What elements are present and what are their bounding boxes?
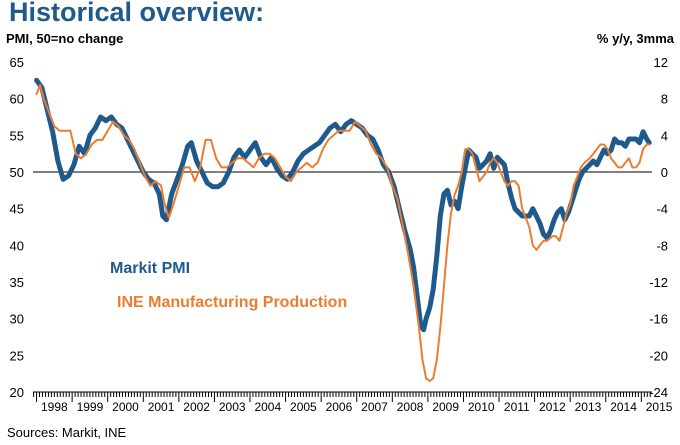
x-axis-label-2011: 2011	[504, 400, 530, 414]
right-axis-tick--20: -20	[649, 348, 668, 363]
right-axis-label: % y/y, 3mma	[596, 31, 674, 46]
x-axis-label-2004: 2004	[254, 400, 281, 414]
x-axis-label-2005: 2005	[290, 400, 317, 414]
x-axis-label-1999: 1999	[77, 400, 104, 414]
x-axis-label-2014: 2014	[610, 400, 637, 414]
right-axis-tick-12: 12	[654, 55, 668, 70]
series-line-markit-pmi	[34, 77, 652, 333]
left-axis-tick-35: 35	[10, 275, 24, 290]
right-axis-tick--4: -4	[656, 202, 668, 217]
right-axis-tick--16: -16	[649, 312, 668, 327]
left-axis-tick-20: 20	[10, 385, 24, 400]
left-axis-tick-65: 65	[10, 55, 24, 70]
x-axis-label-2015: 2015	[646, 400, 673, 414]
right-axis-tick-0: 0	[661, 165, 668, 180]
left-axis-tick-50: 50	[10, 165, 24, 180]
left-axis-tick-25: 25	[10, 348, 24, 363]
left-axis-label: PMI, 50=no change	[6, 31, 124, 46]
x-axis-label-2008: 2008	[397, 400, 424, 414]
left-axis-tick-55: 55	[10, 128, 24, 143]
legend-ine-production: INE Manufacturing Production	[117, 294, 347, 311]
left-axis-tick-40: 40	[10, 238, 24, 253]
x-axis-label-2001: 2001	[148, 400, 175, 414]
right-axis-tick-8: 8	[661, 92, 668, 107]
legend-markit-pmi: Markit PMI	[110, 260, 190, 277]
x-axis-label-2009: 2009	[432, 400, 459, 414]
x-axis-label-2007: 2007	[361, 400, 388, 414]
x-axis-label-2010: 2010	[468, 400, 495, 414]
x-axis-label-2006: 2006	[326, 400, 353, 414]
x-axis-label-2000: 2000	[112, 400, 139, 414]
x-axis-label-2013: 2013	[575, 400, 602, 414]
x-axis-label-2002: 2002	[183, 400, 210, 414]
right-axis-tick--12: -12	[649, 275, 668, 290]
x-axis-label-2003: 2003	[219, 400, 246, 414]
left-axis-tick-45: 45	[10, 202, 24, 217]
right-axis-tick--24: -24	[649, 385, 668, 400]
x-axis-label-1998: 1998	[41, 400, 68, 414]
left-axis-tick-30: 30	[10, 312, 24, 327]
right-axis-tick--8: -8	[656, 238, 668, 253]
x-axis-label-2012: 2012	[539, 400, 566, 414]
left-axis-tick-60: 60	[10, 92, 24, 107]
series-line-ine-production	[35, 83, 651, 382]
source-note: Sources: Markit, INE	[7, 425, 127, 440]
page-title: Historical overview:	[9, 0, 265, 27]
right-axis-tick-4: 4	[661, 128, 668, 143]
